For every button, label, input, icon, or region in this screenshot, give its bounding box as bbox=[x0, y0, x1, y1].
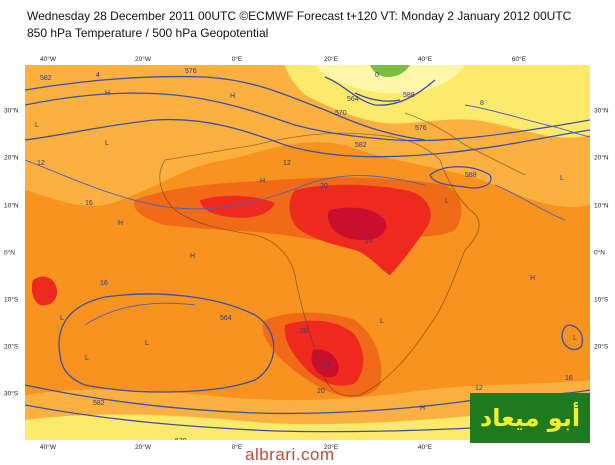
lon-tick-top: 20°W bbox=[135, 56, 151, 63]
contour-label-temperature: 20 bbox=[317, 388, 325, 395]
lon-tick-top: 40°E bbox=[417, 56, 433, 63]
contour-label-temperature: 16 bbox=[85, 200, 93, 207]
lon-tick-bottom: 20°E bbox=[323, 444, 339, 451]
lon-tick-bottom: 0°E bbox=[231, 444, 243, 451]
high-pressure-symbol: H bbox=[118, 220, 123, 227]
lon-tick-bottom: 40°W bbox=[40, 444, 56, 451]
contour-label-temperature: 16 bbox=[100, 280, 108, 287]
low-pressure-symbol: L bbox=[573, 335, 577, 342]
temperature-contours bbox=[25, 104, 590, 326]
temp-field-yellow-south bbox=[25, 410, 590, 440]
lat-tick-left: 30°N bbox=[4, 107, 19, 115]
contour-label-temperature: 24 bbox=[365, 238, 373, 245]
lat-tick-right: 10°N bbox=[594, 202, 609, 210]
temp-field-deep-red-central bbox=[327, 207, 387, 241]
contour-label-temperature: 12 bbox=[475, 385, 483, 392]
lon-tick-top: 40°W bbox=[40, 56, 56, 63]
lat-tick-left: 20°N bbox=[4, 154, 19, 162]
temp-field-green-north bbox=[370, 65, 410, 77]
lon-tick-top: 0°E bbox=[231, 56, 243, 63]
lat-tick-left: 10°S bbox=[4, 296, 19, 304]
high-pressure-symbol: H bbox=[420, 405, 425, 412]
map-subtitle: 850 hPa Temperature / 500 hPa Geopotenti… bbox=[27, 26, 269, 40]
lat-tick-right: 10°S bbox=[594, 296, 609, 304]
lat-tick-left: 30°S bbox=[4, 390, 19, 398]
contour-label-geopotential: 588 bbox=[465, 172, 477, 179]
lat-tick-left: 0°N bbox=[4, 249, 15, 257]
high-pressure-symbol: H bbox=[260, 178, 265, 185]
contour-label-temperature: 20 bbox=[300, 328, 308, 335]
lat-tick-right: 20°N bbox=[594, 154, 609, 162]
contour-label-geopotential: 582 bbox=[93, 400, 105, 407]
lat-tick-right: 0°N bbox=[594, 249, 605, 257]
lon-tick-top: 20°E bbox=[323, 56, 339, 63]
lon-tick-bottom: 40°E bbox=[417, 444, 433, 451]
low-pressure-symbol: L bbox=[35, 122, 39, 129]
lat-tick-right: 20°S bbox=[594, 343, 609, 351]
lat-tick-left: 20°S bbox=[4, 343, 19, 351]
lat-tick-left: 10°N bbox=[4, 202, 19, 210]
low-pressure-symbol: L bbox=[105, 140, 109, 147]
weather-map: 582 576 570 564 588 582 588 576 582 570 … bbox=[25, 65, 590, 440]
contour-label-temperature: 8 bbox=[480, 100, 484, 107]
contour-label-geopotential: 564 bbox=[347, 96, 359, 103]
lat-tick-right: 30°N bbox=[594, 107, 609, 115]
site-watermark: albrari.com bbox=[245, 445, 335, 464]
temp-field-deep-red-south bbox=[311, 349, 339, 378]
contour-label-temperature: 20 bbox=[320, 183, 328, 190]
contour-label-geopotential: 582 bbox=[40, 75, 52, 82]
contour-label-temperature: 16 bbox=[565, 375, 573, 382]
low-pressure-symbol: L bbox=[380, 318, 384, 325]
contour-label-geopotential: 564 bbox=[220, 315, 232, 322]
high-pressure-symbol: H bbox=[190, 253, 195, 260]
contour-label-temperature: 12 bbox=[283, 160, 291, 167]
low-pressure-symbol: L bbox=[445, 198, 449, 205]
map-title: Wednesday 28 December 2011 00UTC ©ECMWF … bbox=[27, 9, 572, 23]
contour-label-geopotential: 576 bbox=[415, 125, 427, 132]
high-pressure-symbol: H bbox=[105, 90, 110, 97]
contour-label-geopotential: 570 bbox=[335, 110, 347, 117]
contour-label-geopotential: 588 bbox=[403, 92, 415, 99]
lon-tick-top: 60°E bbox=[511, 56, 527, 63]
geopotential-contours bbox=[25, 75, 590, 433]
low-pressure-symbol: L bbox=[60, 315, 64, 322]
high-pressure-symbol: H bbox=[530, 275, 535, 282]
high-pressure-symbol: H bbox=[230, 93, 235, 100]
contour-label-geopotential: 570 bbox=[175, 438, 187, 440]
contour-label-temperature: 12 bbox=[37, 160, 45, 167]
watermark-text: أبو ميعاد bbox=[479, 404, 581, 432]
contour-label-geopotential: 582 bbox=[355, 142, 367, 149]
low-pressure-symbol: L bbox=[145, 340, 149, 347]
contour-label-temperature: 4 bbox=[96, 72, 100, 79]
temp-field-red-atlantic bbox=[31, 276, 58, 306]
low-pressure-symbol: L bbox=[560, 175, 564, 182]
low-pressure-symbol: L bbox=[85, 355, 89, 362]
contour-label-temperature: 0 bbox=[375, 72, 379, 79]
contour-label-geopotential: 576 bbox=[185, 68, 197, 75]
watermark-logo: أبو ميعاد bbox=[470, 393, 590, 443]
lon-tick-bottom: 20°W bbox=[135, 444, 151, 451]
coastline bbox=[159, 112, 526, 397]
contour-label-temperature: 24 bbox=[323, 362, 331, 369]
